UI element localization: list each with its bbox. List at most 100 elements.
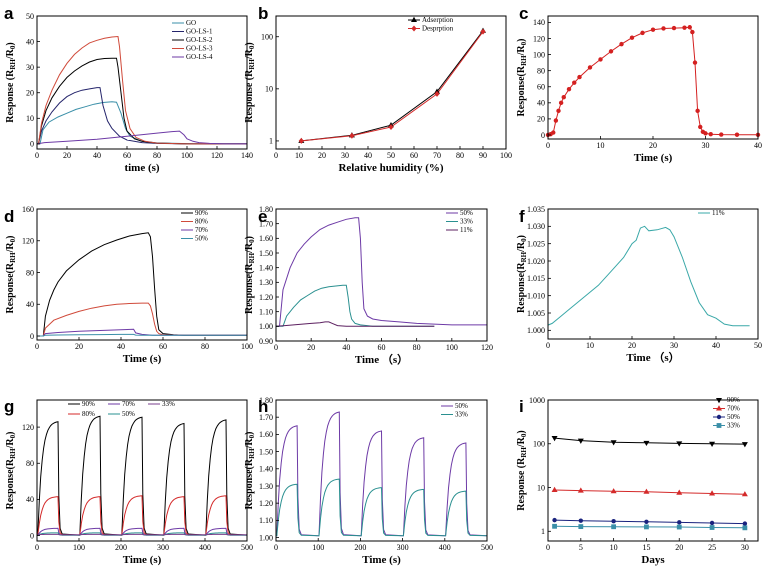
data-point	[298, 137, 304, 144]
x-tick-label: 300	[397, 543, 409, 552]
y-tick-label: 1.015	[527, 274, 545, 283]
y-tick-label: 0	[30, 140, 34, 149]
x-tick-label: 10	[610, 543, 618, 552]
x-tick-label: 20	[75, 342, 83, 351]
series-line-11%	[548, 225, 750, 327]
data-point	[644, 519, 649, 524]
y-tick-label: 1	[541, 527, 545, 536]
data-point	[480, 28, 486, 35]
y-tick-label: 1.40	[259, 465, 273, 474]
x-tick-label: 400	[439, 543, 451, 552]
x-tick-label: 400	[199, 543, 211, 552]
y-tick-label: 10	[26, 114, 34, 123]
x-tick-label: 120	[211, 151, 223, 160]
y-tick-label: 1.60	[259, 430, 273, 439]
x-tick-label: 80	[413, 343, 421, 352]
series-line-90%	[548, 26, 758, 136]
data-point	[551, 486, 558, 492]
data-point	[742, 521, 748, 526]
y-tick-label: 20	[26, 89, 34, 98]
legend-label: 11%	[712, 209, 725, 217]
x-tick-label: 50	[754, 341, 762, 350]
data-point	[577, 438, 584, 444]
panel-label: e	[258, 207, 267, 226]
panel-h: h 0 100 200 300 400 500 1.00 1.10 1.20 1.30 1.40 1.5…	[244, 396, 493, 566]
data-point	[650, 27, 656, 32]
y-tick-label: 10	[265, 85, 273, 94]
data-point	[551, 436, 558, 442]
x-tick-label: 50	[387, 151, 395, 160]
data-point	[676, 524, 682, 530]
data-point	[610, 488, 617, 494]
y-tick-label: 1.30	[259, 278, 273, 287]
y-tick-label: 1.035	[527, 205, 545, 214]
legend-label: Adserption	[422, 16, 454, 24]
x-tick-label: 20	[675, 543, 683, 552]
x-tick-label: 25	[708, 543, 716, 552]
y-tick-label: 30	[26, 63, 34, 72]
x-tick-label: 40	[364, 151, 372, 160]
x-tick-label: 100	[312, 543, 324, 552]
data-point	[709, 520, 715, 526]
legend-label: 33%	[460, 218, 473, 226]
series-line-GO-LS-3	[37, 35, 247, 145]
x-axis-title: Time (s)	[123, 554, 162, 566]
x-axis-title: Time (s)	[362, 554, 401, 566]
panel-i: i 0 5 10 15 20 25 30 1 10 100 1000 Days Response (RRH…	[516, 396, 759, 566]
x-axis-title: Time (s)	[123, 353, 162, 365]
data-point	[709, 525, 715, 530]
y-axis-title: Response(RRH/R0)	[516, 39, 528, 117]
data-point	[587, 65, 593, 70]
x-tick-label: 100	[446, 343, 458, 352]
series-group	[548, 26, 758, 136]
data-point	[692, 60, 698, 65]
y-tick-label: 60	[537, 83, 545, 92]
y-axis-title: Response(RRH/R0)	[244, 432, 256, 510]
legend-label: 33%	[455, 411, 468, 419]
data-point	[434, 90, 440, 97]
y-tick-label: 0.90	[259, 337, 273, 346]
y-tick-label: 1.00	[259, 533, 273, 542]
x-tick-label: 20	[628, 341, 636, 350]
x-axis-title: time (s)	[124, 162, 159, 174]
y-axis-title: Response (RRH/R0)	[244, 42, 256, 122]
x-tick-label: 40	[712, 341, 720, 350]
x-tick-label: 10	[586, 341, 594, 350]
y-tick-label: 1	[269, 137, 273, 146]
panel-label: f	[519, 207, 525, 226]
series-group	[276, 217, 487, 327]
x-tick-label: 60	[159, 342, 167, 351]
series-line-90%	[37, 415, 247, 536]
legend-label: 50%	[455, 402, 468, 410]
x-tick-label: 0	[546, 141, 550, 150]
y-tick-label: 1.50	[259, 249, 273, 258]
x-tick-label: 30	[341, 151, 349, 160]
data-point	[742, 525, 748, 531]
data-point	[690, 29, 695, 35]
panel-label: c	[519, 4, 528, 23]
y-tick-label: 0	[30, 332, 34, 341]
data-point	[577, 74, 582, 80]
data-point	[552, 523, 557, 529]
x-tick-label: 80	[153, 151, 161, 160]
x-tick-label: 0	[35, 342, 39, 351]
data-point	[676, 441, 683, 447]
legend-label: 80%	[82, 410, 95, 418]
x-tick-label: 10	[295, 151, 303, 160]
y-tick-label: 1.010	[527, 291, 545, 300]
x-tick-label: 140	[241, 151, 253, 160]
y-tick-label: 10	[537, 483, 545, 492]
legend-label: GO	[186, 19, 196, 27]
plot-frame	[275, 208, 488, 342]
series-line-50%	[554, 519, 745, 525]
panel-label: a	[4, 4, 14, 23]
plot-frame	[36, 399, 248, 542]
data-point	[741, 442, 748, 448]
panel-label: i	[519, 397, 524, 416]
data-point	[708, 131, 713, 137]
series-group	[548, 225, 750, 327]
y-tick-label: 1.70	[259, 219, 273, 228]
panel-e: e 0 20 40 60 80 100 120 0.90 1.00 1.10 1.20 1.30 1.40…	[244, 205, 493, 366]
